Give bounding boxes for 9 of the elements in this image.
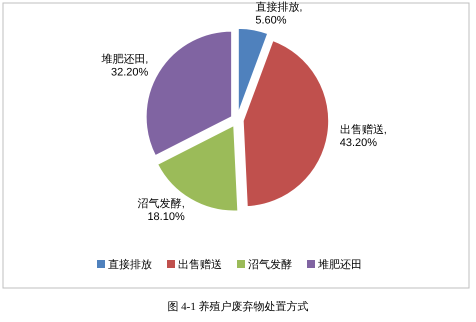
legend-label: 堆肥还田: [317, 259, 362, 271]
legend-label: 出售赠送: [178, 258, 222, 271]
caption: 图 4-1 养殖户废弃物处置方式: [167, 300, 309, 313]
data-label: 出售赠送, 43.20%: [340, 122, 387, 149]
data-label: 直接排放, 5.60%: [255, 0, 302, 27]
data-label: 堆肥还田, 32.20%: [100, 54, 149, 79]
data-label: 沼气发酵, 18.10%: [138, 198, 185, 223]
legend-label: 直接排放: [108, 258, 152, 271]
legend-label: 沼气发酵: [248, 259, 292, 271]
